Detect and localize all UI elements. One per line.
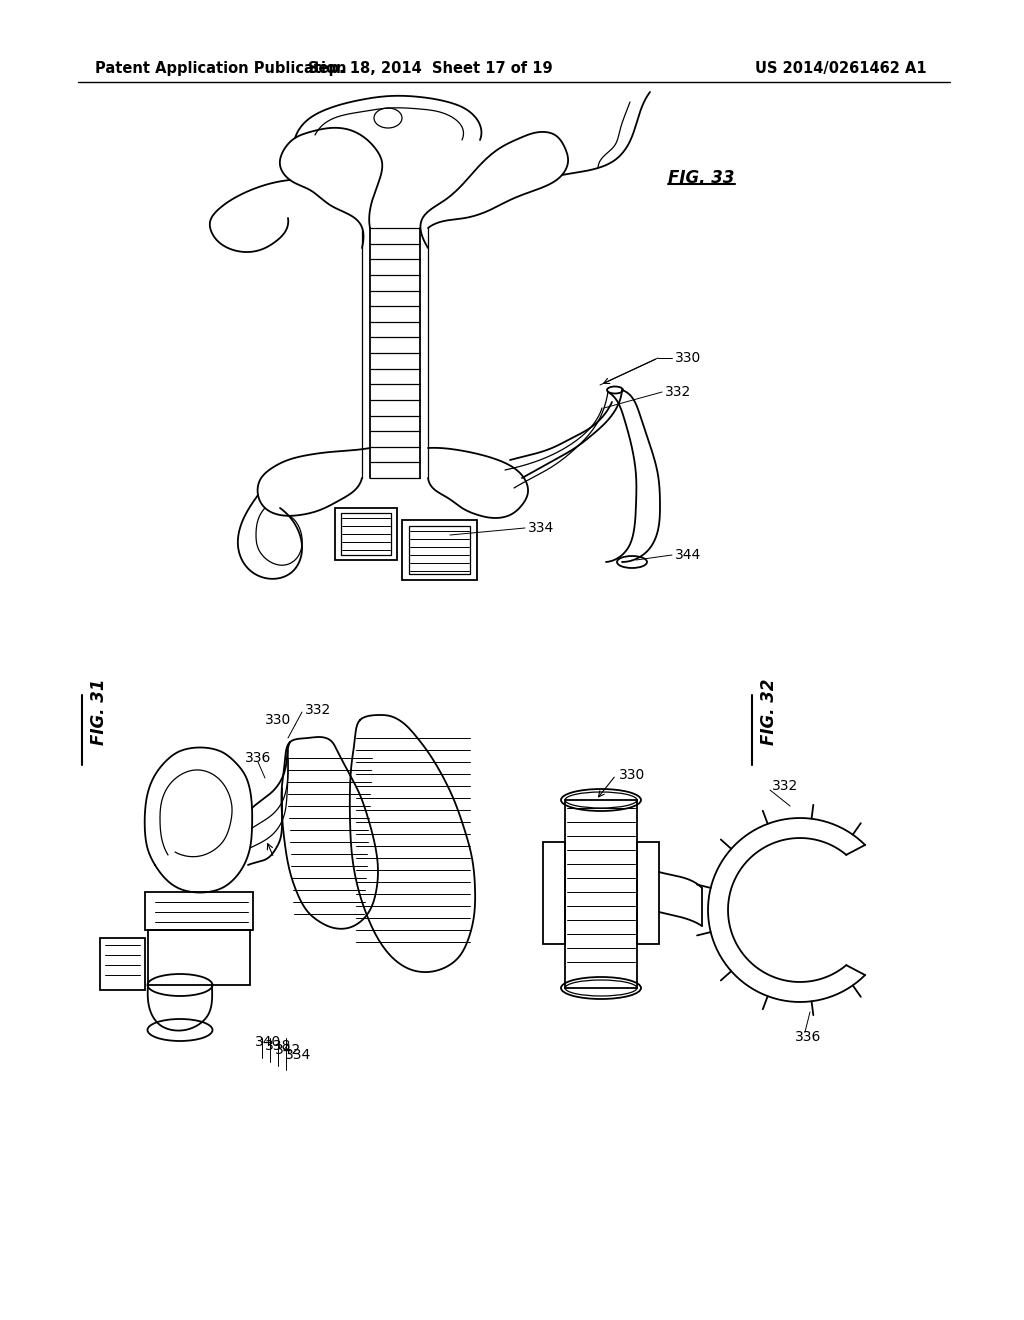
Text: 334: 334 [528, 521, 554, 535]
Text: 342: 342 [275, 1043, 301, 1057]
Text: FIG. 32: FIG. 32 [760, 678, 778, 746]
Text: FIG. 33: FIG. 33 [668, 169, 734, 187]
Bar [565, 800, 637, 987]
Text: 336: 336 [245, 751, 271, 766]
Text: 330: 330 [265, 713, 291, 727]
Text: 330: 330 [675, 351, 701, 366]
Text: 336: 336 [795, 1030, 821, 1044]
Bar [100, 939, 145, 990]
Text: 332: 332 [305, 704, 331, 717]
Text: Patent Application Publication: Patent Application Publication [95, 61, 346, 75]
Bar [148, 931, 250, 985]
Text: 344: 344 [675, 548, 701, 562]
Text: 340: 340 [255, 1035, 282, 1049]
Text: 338: 338 [265, 1039, 292, 1053]
Text: Sep. 18, 2014  Sheet 17 of 19: Sep. 18, 2014 Sheet 17 of 19 [307, 61, 552, 75]
Text: 332: 332 [665, 385, 691, 399]
Bar [637, 842, 659, 944]
Bar [409, 525, 470, 574]
Text: US 2014/0261462 A1: US 2014/0261462 A1 [755, 61, 927, 75]
Bar [543, 842, 565, 944]
Text: 330: 330 [618, 768, 645, 781]
Text: 332: 332 [772, 779, 799, 793]
Bar [341, 513, 391, 554]
Bar [145, 892, 253, 931]
Bar [335, 508, 397, 560]
Text: FIG. 31: FIG. 31 [90, 678, 108, 746]
Text: 334: 334 [285, 1048, 311, 1063]
Bar [402, 520, 477, 579]
